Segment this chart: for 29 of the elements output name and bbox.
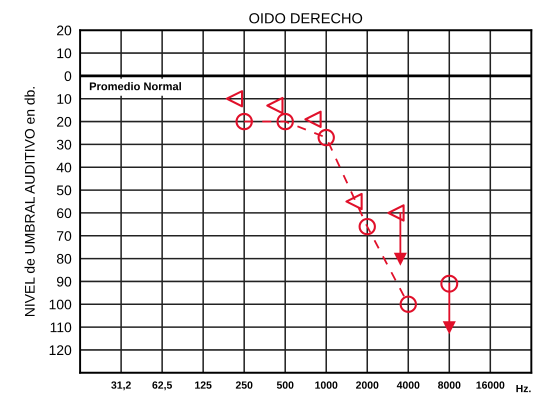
annotation: Promedio Normal xyxy=(90,82,181,90)
y-tick-label: 60 xyxy=(57,208,72,218)
y-tick-label: 80 xyxy=(56,254,72,264)
x-tick-label: 4000 xyxy=(396,381,420,389)
y-tick-label: 10 xyxy=(57,48,72,58)
y-tick-label: 120 xyxy=(50,345,72,356)
y-tick-label: 110 xyxy=(50,322,72,332)
y-axis-title: NIVEL de UMBRAL AUDITIVO en db. xyxy=(24,87,35,316)
x-tick-label: 2000 xyxy=(356,381,378,389)
y-tick-label: 20 xyxy=(57,116,72,127)
y-tick-label: 40 xyxy=(56,162,72,172)
x-axis-title: Hz. xyxy=(516,384,531,392)
x-tick-label: 31,2 xyxy=(111,381,131,390)
y-tick-label: 30 xyxy=(56,140,72,150)
y-tick-label: 100 xyxy=(50,300,72,310)
chart-title: OIDO DERECHO xyxy=(249,13,362,24)
x-tick-label: 62,5 xyxy=(152,381,172,390)
x-tick-label: 125 xyxy=(195,381,212,389)
x-tick-label: 16000 xyxy=(476,381,504,389)
y-tick-label: 50 xyxy=(56,185,72,196)
x-tick-label: 500 xyxy=(276,381,294,389)
y-tick-label: 20 xyxy=(57,26,72,36)
y-tick-label: 90 xyxy=(56,276,72,287)
x-tick-label: 8000 xyxy=(438,381,460,389)
y-tick-label: 10 xyxy=(57,94,72,104)
y-tick-label: 0 xyxy=(64,71,72,82)
y-tick-label: 70 xyxy=(57,231,72,241)
x-tick-label: 250 xyxy=(236,381,252,389)
x-tick-label: 1000 xyxy=(315,381,338,389)
